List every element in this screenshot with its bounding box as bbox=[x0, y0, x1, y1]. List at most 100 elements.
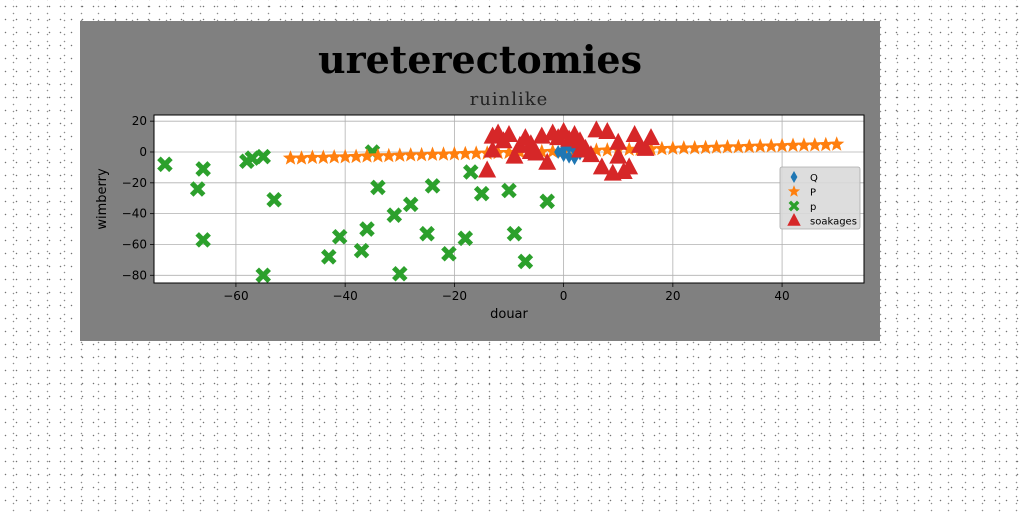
data-point bbox=[457, 230, 474, 247]
data-point bbox=[501, 182, 517, 199]
axes-frame bbox=[153, 114, 865, 284]
data-point bbox=[500, 125, 518, 143]
data-point bbox=[403, 147, 419, 162]
data-point bbox=[587, 120, 606, 138]
y-tick-label: 0 bbox=[139, 145, 147, 159]
data-point bbox=[599, 142, 615, 157]
y-tick-label: −80 bbox=[122, 268, 147, 282]
series-p-x bbox=[157, 144, 555, 283]
data-point bbox=[483, 140, 502, 158]
x-tick-label: −60 bbox=[223, 289, 248, 303]
data-point bbox=[463, 164, 479, 180]
data-point bbox=[539, 193, 555, 210]
chart-figure: ureterectomies −60 −40 −20 0 20 40 20 0 −20 −40 −6… bbox=[80, 21, 880, 341]
data-point bbox=[505, 146, 524, 164]
legend-marker bbox=[787, 213, 801, 226]
legend-label: p bbox=[810, 202, 816, 213]
x-axis-label: douar bbox=[490, 307, 528, 322]
data-point bbox=[598, 121, 617, 139]
data-point bbox=[609, 132, 628, 150]
data-point bbox=[609, 146, 628, 164]
y-tick-label: 20 bbox=[132, 114, 147, 128]
data-point bbox=[189, 181, 206, 197]
x-tick-label: −20 bbox=[442, 289, 467, 303]
data-point bbox=[392, 265, 408, 282]
legend-marker bbox=[788, 200, 800, 212]
legend-entry-p-star: P bbox=[787, 185, 816, 199]
data-point bbox=[829, 136, 845, 151]
data-point bbox=[807, 137, 823, 152]
data-point bbox=[654, 140, 670, 156]
data-point bbox=[708, 139, 725, 154]
data-point bbox=[538, 152, 557, 170]
data-point bbox=[588, 142, 604, 157]
data-point bbox=[457, 145, 473, 161]
data-point bbox=[195, 232, 211, 248]
data-point bbox=[446, 146, 462, 161]
data-point bbox=[785, 137, 801, 152]
data-point bbox=[255, 148, 271, 165]
data-point bbox=[521, 141, 540, 159]
data-point bbox=[331, 228, 348, 245]
data-point bbox=[774, 137, 790, 153]
x-tick-label: −40 bbox=[332, 289, 357, 303]
data-point bbox=[326, 149, 342, 164]
data-point bbox=[424, 178, 441, 194]
data-point bbox=[478, 160, 497, 178]
data-point bbox=[559, 148, 568, 163]
data-point bbox=[534, 143, 550, 159]
x-tick-label: 20 bbox=[665, 289, 680, 303]
legend-label: soakages bbox=[810, 217, 857, 228]
series-soakages-triangle bbox=[478, 120, 660, 181]
legend-marker bbox=[787, 185, 801, 197]
data-point bbox=[255, 267, 271, 283]
legend-box bbox=[779, 166, 861, 230]
legend-label: P bbox=[810, 188, 816, 199]
x-tick-label: 40 bbox=[774, 289, 789, 303]
data-point bbox=[752, 138, 768, 153]
chart-title: ruinlike bbox=[470, 89, 549, 110]
data-point bbox=[642, 128, 660, 146]
data-point bbox=[370, 148, 386, 163]
data-point bbox=[698, 139, 714, 155]
data-point bbox=[282, 150, 299, 165]
legend-label: Q bbox=[810, 173, 818, 184]
figure-title: ureterectomies bbox=[317, 37, 642, 82]
data-point bbox=[687, 140, 703, 155]
data-point bbox=[293, 150, 310, 165]
x-tick-label: 0 bbox=[560, 289, 568, 303]
data-point bbox=[581, 145, 600, 163]
data-point bbox=[414, 146, 430, 162]
data-point bbox=[501, 144, 517, 160]
data-point bbox=[435, 146, 452, 161]
legend-entry-soakages-triangle: soakages bbox=[787, 213, 857, 228]
data-point bbox=[741, 138, 757, 154]
data-point bbox=[621, 141, 637, 156]
data-point bbox=[565, 149, 574, 164]
data-point bbox=[545, 143, 561, 158]
data-point bbox=[266, 192, 282, 208]
y-axis-label: wimberry bbox=[95, 168, 110, 230]
data-point bbox=[719, 139, 736, 154]
data-point bbox=[370, 179, 386, 196]
data-point bbox=[441, 245, 457, 262]
data-point bbox=[571, 140, 589, 158]
data-point bbox=[381, 147, 397, 163]
data-point bbox=[402, 196, 419, 213]
data-point bbox=[359, 221, 375, 237]
chart-svg: −60 −40 −20 0 20 40 20 0 −20 −40 −60 −80 ruinlike dou… bbox=[95, 89, 865, 322]
data-point bbox=[157, 156, 173, 173]
data-point bbox=[818, 136, 834, 152]
data-point bbox=[506, 225, 523, 242]
data-point bbox=[517, 253, 534, 270]
data-point bbox=[665, 140, 681, 155]
data-point bbox=[321, 249, 337, 265]
data-point bbox=[424, 146, 441, 161]
data-point bbox=[348, 148, 364, 164]
data-point bbox=[244, 150, 261, 166]
data-point bbox=[643, 141, 659, 156]
data-point bbox=[386, 207, 403, 223]
data-point bbox=[796, 137, 812, 152]
data-point bbox=[468, 145, 484, 160]
data-point bbox=[676, 140, 692, 155]
